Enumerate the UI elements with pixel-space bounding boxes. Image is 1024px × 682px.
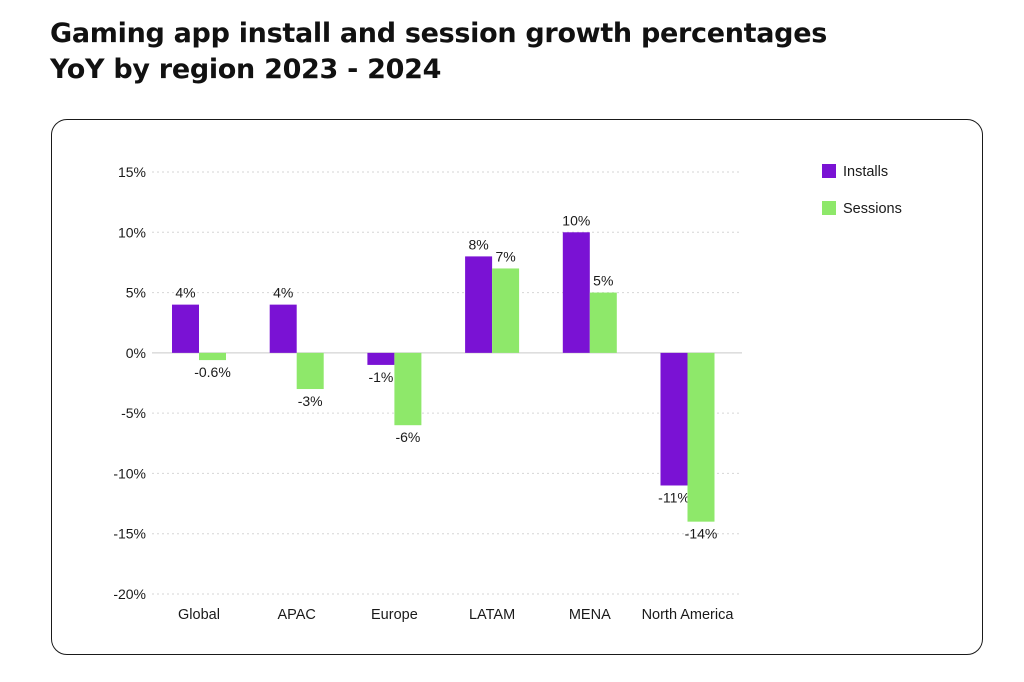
chart-title: Gaming app install and session growth pe… (50, 16, 827, 88)
data-label: -3% (298, 393, 323, 409)
data-label: 7% (495, 248, 515, 264)
data-label: -1% (368, 369, 393, 385)
data-label: 4% (175, 285, 195, 301)
x-tick-label: LATAM (469, 607, 515, 623)
data-label: 4% (273, 285, 293, 301)
x-tick-label: APAC (277, 607, 315, 623)
y-tick-label: -10% (113, 465, 146, 481)
y-tick-label: 10% (118, 224, 146, 240)
bar-sessions (296, 352, 324, 390)
data-label: -14% (685, 526, 718, 542)
y-tick-label: -5% (121, 405, 146, 421)
bar-sessions (589, 292, 617, 353)
x-tick-label: Global (178, 607, 220, 623)
data-label: -11% (658, 489, 690, 505)
y-tick-label: -20% (113, 586, 146, 602)
bar-installs (367, 352, 395, 365)
bar-sessions (492, 268, 520, 353)
bar-installs (172, 304, 199, 353)
legend-swatch (822, 201, 836, 215)
x-tick-label: North America (642, 607, 735, 623)
data-label: -0.6% (194, 364, 231, 380)
legend-swatch (822, 164, 836, 178)
y-tick-label: -15% (113, 526, 146, 542)
y-tick-label: 0% (126, 345, 146, 361)
y-tick-label: 15% (118, 164, 146, 180)
data-label: 10% (562, 212, 590, 228)
chart-title-line-2: YoY by region 2023 - 2024 (50, 54, 442, 85)
legend-label: Installs (843, 164, 888, 180)
chart-title-line-1: Gaming app install and session growth pe… (50, 18, 827, 49)
x-tick-label: Europe (371, 607, 418, 623)
bar-installs (269, 304, 297, 353)
legend-label: Sessions (843, 201, 902, 217)
bar-installs (660, 352, 688, 486)
bar-installs (562, 232, 590, 353)
y-tick-label: 5% (126, 285, 146, 301)
bar-sessions (199, 352, 226, 361)
data-label: 8% (468, 236, 488, 252)
bar-sessions (394, 352, 422, 426)
data-label: -6% (395, 429, 420, 445)
x-tick-label: MENA (569, 607, 611, 623)
bar-sessions (687, 352, 715, 522)
bar-installs (465, 256, 493, 353)
data-label: 5% (593, 273, 613, 289)
